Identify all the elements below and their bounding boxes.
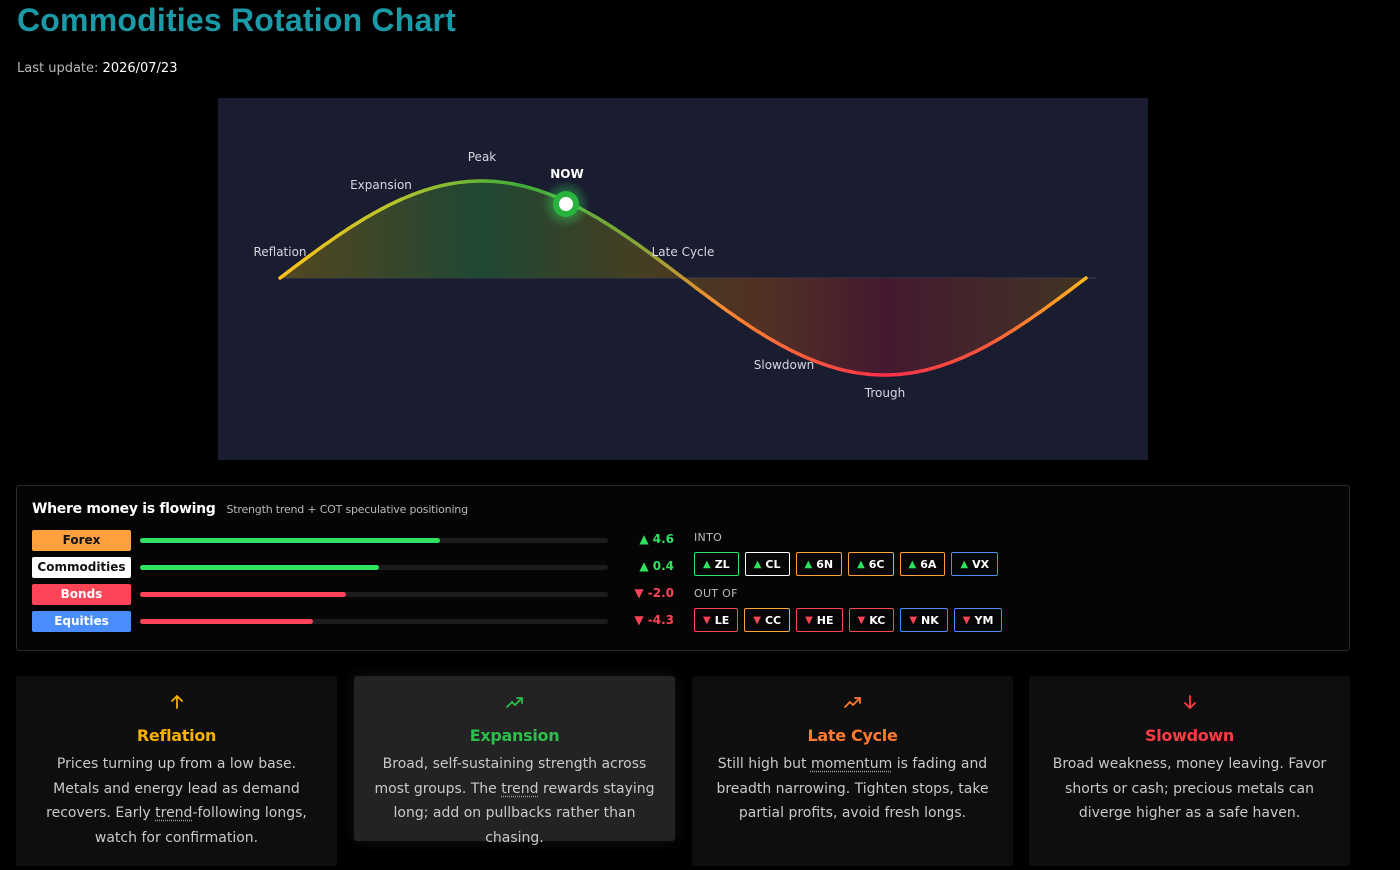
last-update-label: Last update: — [17, 61, 99, 76]
card-title: Expansion — [469, 726, 560, 745]
phase-label-late-cycle: Late Cycle — [652, 245, 715, 259]
triangle-down-icon: ▼ — [753, 614, 761, 626]
flow-title: Where money is flowing — [32, 501, 216, 517]
triangle-down-icon: ▼ — [805, 614, 813, 626]
phase-label-trough: Trough — [864, 386, 905, 400]
momentum-term[interactable]: momentum — [810, 756, 893, 772]
card-title: Late Cycle — [807, 726, 898, 745]
ticker-code: 6N — [816, 557, 834, 571]
trend-term[interactable]: trend — [501, 780, 539, 797]
ticker-chip[interactable]: ▼ HE — [796, 608, 843, 632]
strength-bar-track — [140, 592, 608, 597]
now-marker-center — [559, 197, 573, 211]
phase-label-reflation: Reflation — [253, 245, 306, 259]
phase-label-expansion: Expansion — [350, 178, 412, 192]
flow-row-bonds: Bonds ▼ -2.0 — [32, 584, 682, 605]
trending-up-icon — [354, 693, 675, 713]
triangle-down-icon: ▼ — [703, 614, 711, 626]
ticker-chip[interactable]: ▲ 6A — [899, 552, 946, 576]
ticker-code: VX — [972, 557, 990, 571]
card-title: Slowdown — [1145, 726, 1234, 745]
triangle-up-icon: ▲ — [908, 558, 917, 570]
ticker-chip[interactable]: ▼ LE — [694, 608, 739, 632]
asset-label[interactable]: Commodities — [32, 557, 131, 578]
strength-bar-track — [140, 565, 608, 570]
strength-value: ▼ -4.3 — [634, 613, 674, 627]
ticker-code: ZL — [714, 557, 730, 571]
triangle-down-icon: ▼ — [962, 614, 971, 626]
flow-row-equities: Equities ▼ -4.3 — [32, 611, 682, 632]
triangle-up-icon: ▲ — [804, 558, 813, 570]
trend-term[interactable]: trend — [155, 805, 193, 821]
phase-label-peak: Peak — [468, 150, 497, 164]
ticker-chip[interactable]: ▼ CC — [744, 608, 791, 632]
phase-label-slowdown: Slowdown — [754, 358, 815, 372]
strength-bar-fill — [140, 619, 314, 624]
asset-label[interactable]: Equities — [32, 611, 131, 632]
ticker-chip[interactable]: ▲ 6N — [795, 552, 843, 576]
ticker-chip[interactable]: ▼ YM — [953, 608, 1003, 632]
card-description: Broad weakness, money leaving. Favor sho… — [1052, 756, 1327, 821]
flow-subtitle: Strength trend + COT speculative positio… — [226, 503, 468, 516]
into-label: INTO — [694, 531, 723, 544]
ticker-code: NK — [921, 613, 939, 627]
triangle-down-icon: ▼ — [909, 614, 918, 626]
cycle-chart: NOW Reflation Expansion Peak Late Cycle … — [218, 98, 1148, 460]
into-chips: ▲ ZL ▲ CL ▲ 6N ▲ 6C ▲ 6A ▲ VX — [694, 552, 999, 576]
triangle-up-icon: ▲ — [857, 558, 865, 570]
out-of-chips: ▼ LE ▼ CC ▼ HE ▼ KC ▼ NK ▼ YM — [694, 608, 1003, 632]
strength-bar-fill — [140, 565, 379, 570]
ticker-code: 6C — [868, 557, 885, 571]
ticker-code: LE — [714, 613, 730, 627]
flow-row-forex: Forex ▲ 4.6 — [32, 530, 682, 551]
now-label: NOW — [550, 167, 583, 181]
ticker-chip[interactable]: ▲ CL — [744, 552, 790, 576]
card-description: Broad, self-sustaining strength across m… — [374, 756, 655, 846]
trending-peak-icon — [692, 693, 1013, 713]
arrow-down-icon — [1029, 693, 1350, 713]
ticker-chip[interactable]: ▼ KC — [848, 608, 895, 632]
flow-header: Where money is flowing Strength trend + … — [32, 501, 468, 517]
ticker-code: 6A — [920, 557, 937, 571]
triangle-up-icon: ▲ — [753, 558, 762, 570]
asset-label[interactable]: Bonds — [32, 584, 131, 605]
ticker-code: CL — [765, 557, 781, 571]
strength-bar-track — [140, 619, 608, 624]
last-update-value: 2026/07/23 — [102, 61, 178, 76]
card-title: Reflation — [136, 726, 217, 745]
ticker-chip[interactable]: ▲ 6C — [848, 552, 894, 576]
triangle-up-icon: ▲ — [703, 558, 711, 570]
phase-cards: Reflation Prices turning up from a low b… — [16, 676, 1350, 866]
cycle-line — [278, 179, 1088, 377]
phase-card-reflation[interactable]: Reflation Prices turning up from a low b… — [16, 676, 337, 866]
arrow-up-icon — [16, 693, 337, 713]
card-description: Still high but momentum is fading and br… — [716, 756, 989, 821]
strength-bar-fill — [140, 538, 440, 543]
strength-value: ▲ 4.6 — [639, 532, 674, 546]
money-flow-panel: Where money is flowing Strength trend + … — [16, 485, 1350, 651]
strength-bar-fill — [140, 592, 346, 597]
ticker-code: CC — [764, 613, 782, 627]
phase-card-late-cycle[interactable]: Late Cycle Still high but momentum is fa… — [692, 676, 1013, 866]
ticker-code: YM — [974, 613, 994, 627]
ticker-chip[interactable]: ▲ VX — [951, 552, 999, 576]
ticker-code: HE — [816, 613, 834, 627]
flow-row-commodities: Commodities ▲ 0.4 — [32, 557, 682, 578]
triangle-down-icon: ▼ — [857, 614, 866, 626]
asset-label[interactable]: Forex — [32, 530, 131, 551]
ticker-chip[interactable]: ▼ NK — [900, 608, 948, 632]
phase-card-expansion[interactable]: Expansion Broad, self-sustaining strengt… — [354, 676, 675, 846]
strength-value: ▼ -2.0 — [634, 586, 674, 600]
ticker-code: KC — [869, 613, 886, 627]
page-title: Commodities Rotation Chart — [17, 2, 456, 38]
card-description: Prices turning up from a low base. Metal… — [46, 756, 307, 846]
phase-card-slowdown[interactable]: Slowdown Broad weakness, money leaving. … — [1029, 676, 1350, 866]
strength-value: ▲ 0.4 — [639, 559, 674, 573]
ticker-chip[interactable]: ▲ ZL — [694, 552, 739, 576]
strength-bar-track — [140, 538, 608, 543]
last-update: Last update: 2026/07/23 — [17, 61, 177, 76]
out-of-label: OUT OF — [694, 587, 738, 600]
triangle-up-icon: ▲ — [960, 558, 969, 570]
